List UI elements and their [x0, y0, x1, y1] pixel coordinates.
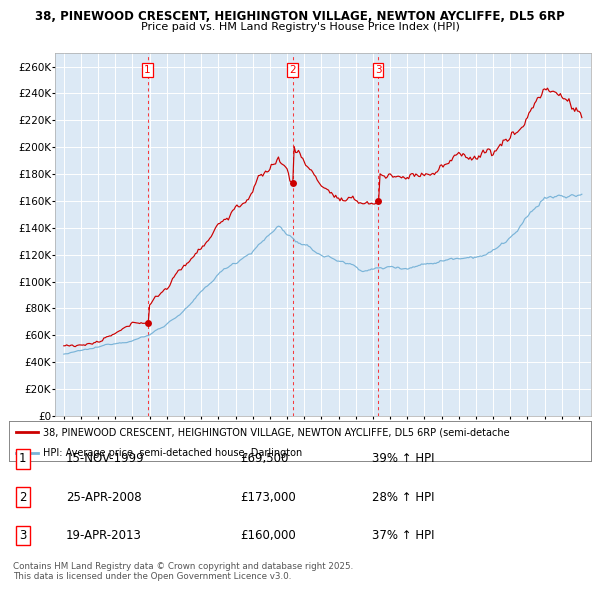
Text: 2: 2: [19, 490, 26, 504]
Text: HPI: Average price, semi-detached house, Darlington: HPI: Average price, semi-detached house,…: [43, 448, 302, 458]
Text: 28% ↑ HPI: 28% ↑ HPI: [372, 490, 434, 504]
Text: 19-APR-2013: 19-APR-2013: [66, 529, 142, 542]
Text: £69,500: £69,500: [240, 452, 289, 466]
Text: 39% ↑ HPI: 39% ↑ HPI: [372, 452, 434, 466]
Text: £173,000: £173,000: [240, 490, 296, 504]
Text: 1: 1: [144, 65, 151, 75]
Text: 3: 3: [375, 65, 382, 75]
Text: Price paid vs. HM Land Registry's House Price Index (HPI): Price paid vs. HM Land Registry's House …: [140, 22, 460, 32]
Text: 3: 3: [19, 529, 26, 542]
Text: 38, PINEWOOD CRESCENT, HEIGHINGTON VILLAGE, NEWTON AYCLIFFE, DL5 6RP: 38, PINEWOOD CRESCENT, HEIGHINGTON VILLA…: [35, 10, 565, 23]
Text: 2: 2: [289, 65, 296, 75]
Text: 15-NOV-1999: 15-NOV-1999: [66, 452, 145, 466]
Text: £160,000: £160,000: [240, 529, 296, 542]
Text: 1: 1: [19, 452, 26, 466]
Text: 38, PINEWOOD CRESCENT, HEIGHINGTON VILLAGE, NEWTON AYCLIFFE, DL5 6RP (semi-detac: 38, PINEWOOD CRESCENT, HEIGHINGTON VILLA…: [43, 427, 509, 437]
Text: This data is licensed under the Open Government Licence v3.0.: This data is licensed under the Open Gov…: [13, 572, 292, 581]
Text: 37% ↑ HPI: 37% ↑ HPI: [372, 529, 434, 542]
Text: 25-APR-2008: 25-APR-2008: [66, 490, 142, 504]
Text: Contains HM Land Registry data © Crown copyright and database right 2025.: Contains HM Land Registry data © Crown c…: [13, 562, 353, 571]
